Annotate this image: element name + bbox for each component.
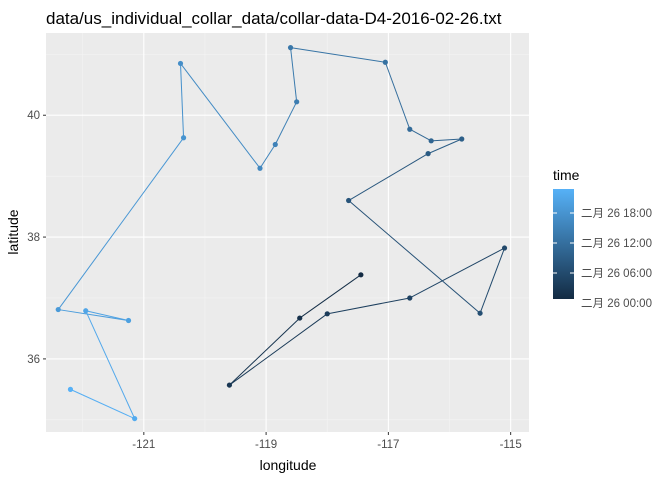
path-segment	[409, 247, 505, 299]
data-point	[83, 308, 89, 314]
x-tick-label: -119	[255, 439, 277, 451]
grid	[46, 33, 529, 432]
legend-label: 二月 26 06:00	[581, 268, 652, 280]
path-segment	[229, 313, 328, 386]
legend-ticks: 二月 26 18:00 二月 26 12:00 二月 26 06:00 二月 26 0…	[553, 208, 652, 310]
path-segment	[85, 310, 129, 322]
path-segment	[58, 309, 129, 322]
path-segment	[431, 138, 462, 142]
x-tick-label: -117	[377, 439, 399, 451]
data-point	[55, 306, 61, 313]
data-point	[459, 136, 465, 142]
path-segment	[180, 63, 185, 138]
legend-label: 二月 26 12:00	[581, 238, 652, 250]
y-tick-label: 38	[27, 232, 40, 244]
chart-title: data/us_individual_collar_data/collar-da…	[46, 9, 502, 28]
path-segment	[327, 297, 410, 315]
data-point	[180, 135, 187, 141]
path-lines	[57, 47, 506, 420]
data-point	[132, 415, 138, 422]
legend-colorbar	[553, 189, 574, 299]
path-segment	[290, 47, 386, 63]
data-point	[428, 138, 434, 144]
x-tick-label: -115	[500, 439, 522, 451]
y-tick-label: 40	[27, 110, 40, 122]
path-segment	[299, 274, 362, 319]
data-point	[501, 245, 508, 251]
legend-label: 二月 26 00:00	[581, 298, 652, 310]
path-points	[55, 45, 508, 422]
path-segment	[409, 128, 432, 142]
data-point	[382, 59, 388, 65]
data-point	[226, 382, 233, 388]
path-segment	[290, 47, 298, 102]
x-axis-ticks: -121 -119 -117 -115	[132, 432, 522, 451]
data-point	[272, 141, 278, 148]
data-point	[477, 310, 483, 316]
x-axis-title: longitude	[260, 457, 317, 473]
path-segment	[348, 153, 429, 201]
path-segment	[180, 63, 261, 169]
path-segment	[259, 144, 276, 169]
path-segment	[384, 62, 411, 130]
path-segment	[70, 388, 135, 420]
data-point	[346, 197, 352, 204]
path-segment	[274, 101, 298, 145]
data-point	[425, 151, 431, 157]
data-point	[177, 60, 184, 67]
data-point	[67, 386, 74, 392]
data-point	[297, 315, 303, 321]
y-axis-ticks: 36 38 40	[27, 110, 46, 366]
data-point	[294, 99, 300, 105]
data-point	[125, 317, 132, 324]
x-tick-label: -121	[132, 439, 155, 451]
path-segment	[348, 200, 481, 314]
data-point	[324, 311, 330, 317]
plot-panel	[46, 33, 529, 432]
path-segment	[85, 310, 136, 419]
path-segment	[479, 247, 506, 314]
y-tick-label: 36	[27, 354, 40, 366]
path-segment	[57, 137, 184, 310]
y-axis-title: latitude	[5, 209, 21, 254]
data-point	[358, 272, 364, 278]
data-point	[287, 45, 294, 51]
legend-title: time	[553, 167, 580, 183]
data-point	[257, 165, 263, 171]
data-point	[407, 295, 413, 301]
data-point	[407, 126, 413, 132]
path-segment	[229, 317, 301, 386]
path-segment	[427, 138, 462, 155]
legend-label: 二月 26 18:00	[581, 208, 652, 220]
